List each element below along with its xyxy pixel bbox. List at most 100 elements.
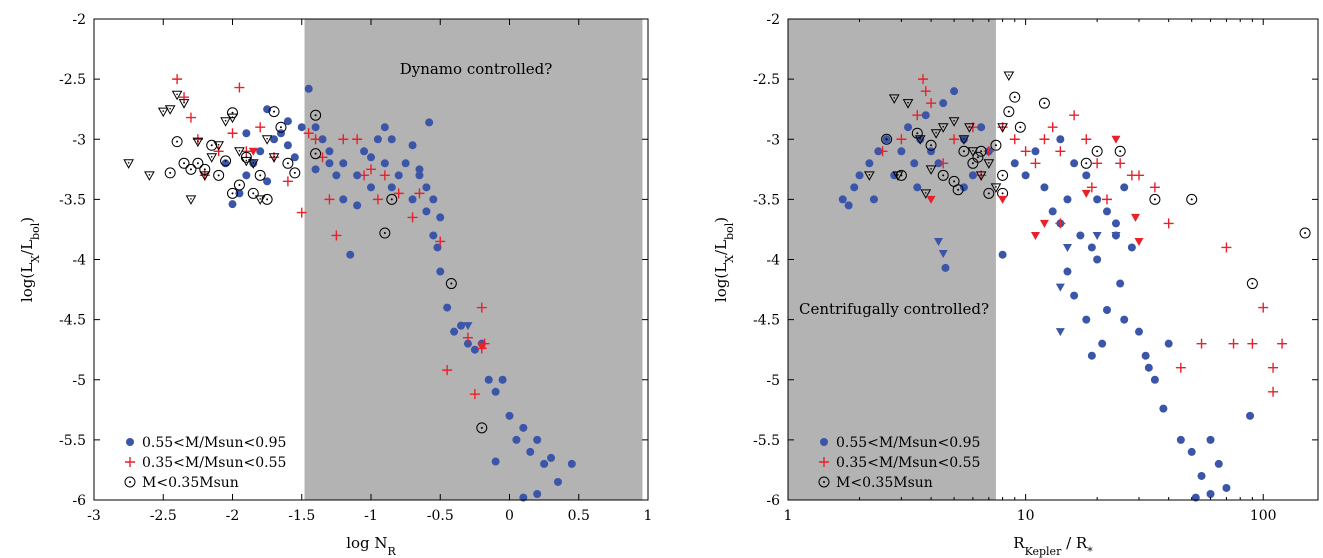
left-point-filled-circle <box>394 171 403 180</box>
right-point-plus <box>1268 386 1279 397</box>
right-point-filled-circle <box>1063 195 1072 204</box>
right-point-plus <box>1163 218 1174 229</box>
right-y-tick-label: -5.5 <box>753 433 780 449</box>
left-point-open-triangle-down <box>199 171 211 181</box>
left-legend-label: 0.35<M/Msun<0.55 <box>142 455 286 471</box>
right-point-plus <box>1258 302 1269 313</box>
right-point-filled-circle <box>1040 183 1049 192</box>
left-point-filled-circle <box>547 453 556 462</box>
left-point-filled-circle <box>450 327 459 336</box>
left-y-tick-label: -2.5 <box>59 72 86 88</box>
right-point-filled-circle <box>1197 471 1206 480</box>
left-point-plus <box>372 194 383 205</box>
right-point-filled-triangle-red <box>1134 237 1144 246</box>
right-x-tick-label: 1 <box>784 508 793 524</box>
left-point-filled-circle <box>297 123 306 132</box>
right-point-filled-circle <box>1246 411 1255 420</box>
left-point-open-triangle-down <box>192 137 204 148</box>
left-point-open-circle-dot <box>227 187 238 199</box>
right-point-filled-circle <box>1087 351 1096 360</box>
left-point-open-circle-dot <box>282 157 294 169</box>
left-point-filled-circle <box>436 267 445 276</box>
right-point-filled-circle <box>1206 435 1215 444</box>
left-y-axis-label: log(LX/Lbol) <box>18 217 42 302</box>
right-point-open-circle-dot <box>1246 278 1258 290</box>
left-point-plus <box>407 212 418 223</box>
right-point-filled-circle <box>1116 279 1125 288</box>
right-point-filled-circle <box>927 147 936 156</box>
right-point-open-triangle-down <box>930 129 942 139</box>
right-x-axis-label: RKepler / R* <box>1013 534 1093 558</box>
right-point-filled-triangle-blue <box>1111 231 1121 240</box>
right-point-open-triangle-down <box>892 171 904 181</box>
right-point-open-triangle-down <box>888 94 900 104</box>
right-point-filled-circle <box>1056 135 1065 144</box>
right-point-filled-circle <box>913 183 922 192</box>
left-point-plus <box>179 92 190 103</box>
right-point-open-circle-dot <box>1080 157 1092 169</box>
right-ylabel-end: ) <box>712 217 730 223</box>
right-point-filled-circle <box>910 159 919 168</box>
left-point-filled-circle <box>463 339 472 348</box>
left-point-open-circle-dot <box>192 157 204 169</box>
right-point-plus <box>1196 338 1207 349</box>
right-point-filled-circle <box>838 195 847 204</box>
left-ylabel-end: ) <box>18 217 36 223</box>
left-point-open-circle-dot <box>220 155 232 167</box>
right-point-open-triangle-down <box>864 171 875 181</box>
right-point-filled-circle <box>844 201 853 210</box>
left-point-open-circle-dot <box>310 148 322 160</box>
right-y-tick-label: -3 <box>766 132 780 148</box>
right-point-plus <box>1020 146 1031 157</box>
right-point-plus <box>877 146 888 157</box>
left-point-open-circle-dot <box>233 179 245 191</box>
left-point-plus <box>213 146 224 157</box>
left-point-open-triangle-down <box>261 135 273 145</box>
left-y-tick-label: -5.5 <box>59 433 86 449</box>
right-point-plus <box>949 134 960 145</box>
left-point-filled-circle <box>470 345 479 354</box>
right-point-filled-circle <box>1176 435 1185 444</box>
left-point-open-triangle-down <box>240 156 252 167</box>
left-point-open-triangle-down <box>164 105 176 115</box>
right-ylabel-main: log(L <box>712 263 730 302</box>
right-xlabel-sub2: * <box>1087 545 1093 558</box>
right-xlabel-main: R <box>1013 534 1025 552</box>
right-point-filled-circle <box>1070 159 1079 168</box>
left-point-filled-circle <box>553 477 562 486</box>
left-y-tick-label: -3 <box>72 132 86 148</box>
right-point-filled-triangle-red <box>1030 231 1040 240</box>
left-point-filled-circle <box>304 84 313 93</box>
left-point-filled-circle <box>436 213 445 222</box>
right-point-filled-triangle-red <box>926 195 936 204</box>
right-point-open-triangle-down <box>990 183 1002 193</box>
right-point-filled-circle <box>1144 363 1153 372</box>
left-point-filled-circle <box>311 123 320 132</box>
left-point-filled-circle <box>415 165 424 174</box>
left-point-plus <box>227 128 238 139</box>
right-point-filled-circle <box>1127 243 1136 252</box>
left-point-filled-circle <box>353 171 362 180</box>
left-point-plus <box>241 146 252 157</box>
left-point-filled-triangle-red <box>477 342 487 351</box>
left-ylabel-mid: /L <box>18 240 36 255</box>
left-y-tick-label: -2 <box>72 12 86 28</box>
right-point-filled-triangle-blue <box>938 249 948 258</box>
right-point-plus <box>1069 110 1080 121</box>
left-point-plus <box>414 188 425 199</box>
left-point-filled-circle <box>290 153 299 162</box>
right-point-filled-circle <box>941 263 950 272</box>
right-point-plus <box>926 98 937 109</box>
right-point-filled-triangle-red <box>1111 135 1121 144</box>
left-point-filled-circle <box>380 159 389 168</box>
right-x-tick-label: 100 <box>1250 508 1277 524</box>
left-point-open-circle-dot <box>445 278 457 290</box>
left-y-tick-label: -4 <box>72 253 86 269</box>
right-point-filled-circle <box>865 159 874 168</box>
right-point-filled-circle <box>1187 447 1196 456</box>
left-point-filled-circle <box>367 183 375 192</box>
right-panel: -2 -2.5 -3 -3.5 -4 -4.5 -5 -5.5 -61 10 100 Centrif… <box>712 12 1319 558</box>
right-ylabel-sub2: bol <box>723 222 736 240</box>
left-point-filled-circle <box>491 457 500 466</box>
left-point-filled-circle <box>429 231 438 240</box>
